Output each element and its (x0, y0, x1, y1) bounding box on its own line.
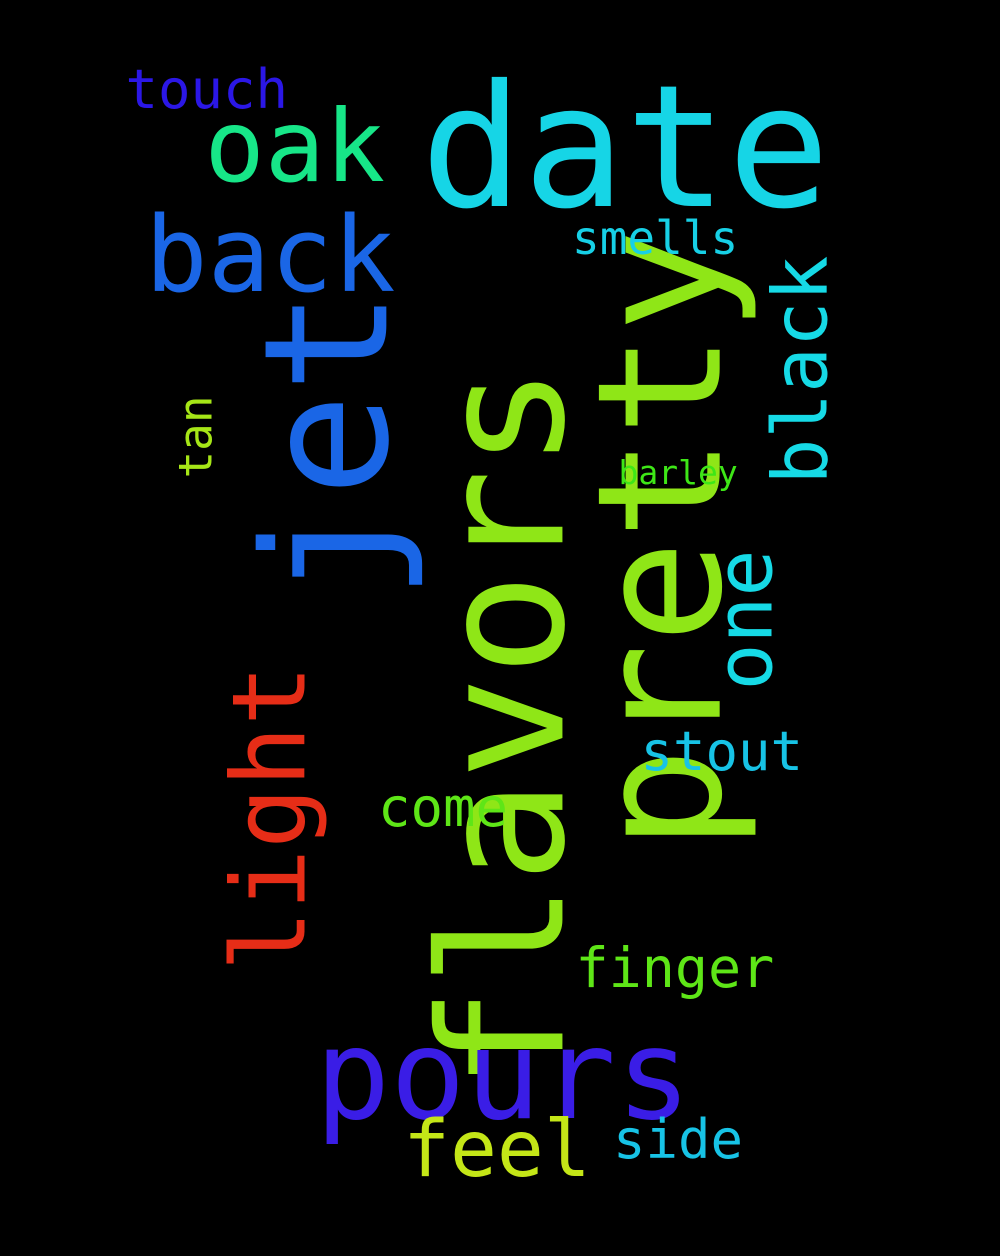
word-feel: feel (403, 1105, 591, 1195)
word-stout: stout (640, 720, 804, 783)
word-touch: touch (125, 58, 289, 121)
word-finger: finger (575, 935, 775, 1000)
word-tan: tan (168, 395, 223, 479)
word-smells: smells (572, 211, 739, 265)
word-pours: pours (315, 1002, 692, 1148)
word-oak: oak (204, 88, 386, 205)
word-jet: jet (225, 289, 427, 601)
word-date: date (420, 49, 830, 247)
word-come: come (378, 776, 509, 839)
word-side: side (613, 1108, 744, 1171)
word-barley: barley (618, 452, 738, 492)
word-black: black (754, 255, 844, 485)
word-light: light (210, 664, 330, 972)
word-one: one (699, 549, 790, 691)
word-back: back (145, 194, 396, 316)
